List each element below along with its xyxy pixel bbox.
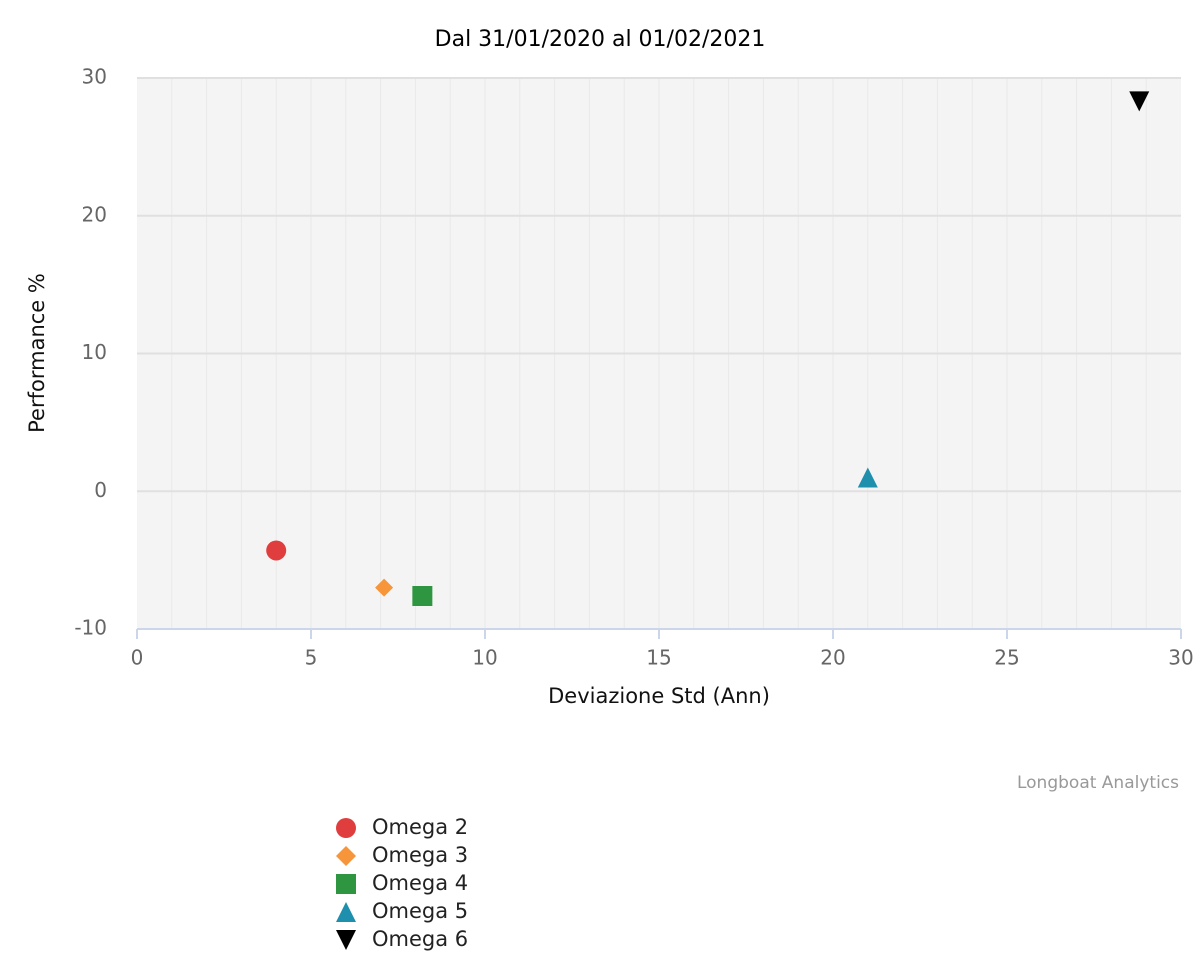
y-tick-label: 0 xyxy=(94,478,107,502)
legend-label: Omega 4 xyxy=(372,871,468,895)
x-tick-label: 5 xyxy=(305,646,318,670)
point xyxy=(412,585,433,606)
y-tick-label: 10 xyxy=(82,340,107,364)
x-tick-label: 0 xyxy=(131,646,144,670)
credits: Longboat Analytics xyxy=(1017,773,1179,793)
y-tick-label: 30 xyxy=(82,65,107,89)
legend-symbol xyxy=(336,846,356,866)
point xyxy=(1129,91,1150,112)
point xyxy=(375,578,394,597)
y-tick-label: -10 xyxy=(74,616,107,640)
legend-symbol xyxy=(336,818,356,838)
y-axis-label: Performance % xyxy=(25,273,49,433)
x-tick-label: 20 xyxy=(820,646,845,670)
x-axis-label: Deviazione Std (Ann) xyxy=(548,684,770,708)
x-tick-label: 30 xyxy=(1168,646,1193,670)
legend-label: Omega 3 xyxy=(372,843,468,867)
x-tick-label: 25 xyxy=(994,646,1019,670)
x-tick-label: 15 xyxy=(646,646,671,670)
legend-symbol xyxy=(336,930,356,950)
y-tick-label: 20 xyxy=(82,202,107,226)
chart-title: Dal 31/01/2020 al 01/02/2021 xyxy=(435,27,766,52)
legend-label: Omega 5 xyxy=(372,899,468,923)
point xyxy=(857,467,878,488)
legend-symbol xyxy=(336,874,356,894)
x-tick-label: 10 xyxy=(472,646,497,670)
legend-symbol xyxy=(336,902,356,922)
legend-label: Omega 6 xyxy=(372,927,468,951)
point xyxy=(266,540,287,561)
legend-label: Omega 2 xyxy=(372,815,468,839)
